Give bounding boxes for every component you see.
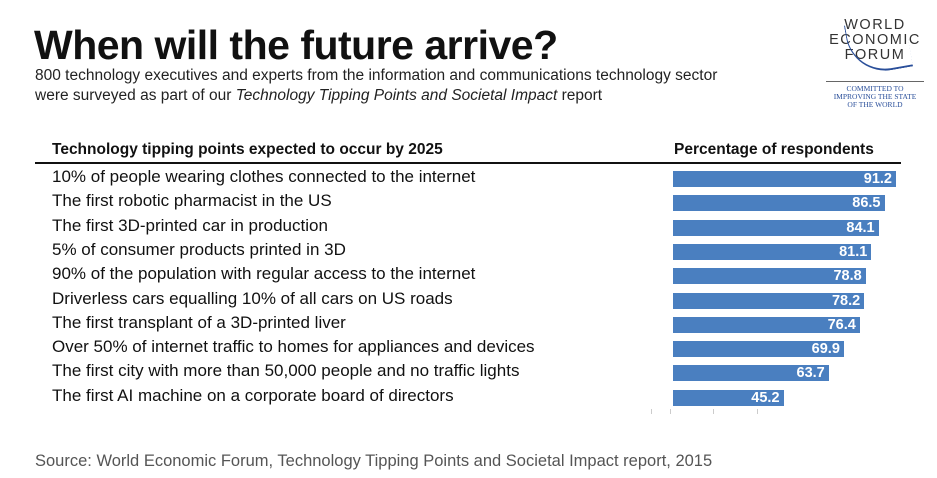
data-label: 45.2: [751, 389, 780, 406]
axis-tick: [757, 409, 758, 414]
tagline-line: OF THE WORLD: [847, 100, 903, 109]
data-label: 63.7: [796, 365, 825, 382]
logo-tagline: COMMITTED TO IMPROVING THE STATE OF THE …: [826, 81, 924, 109]
category-label: Driverless cars equalling 10% of all car…: [52, 288, 453, 308]
axis-tick: [713, 409, 714, 414]
axis-tick: [670, 409, 671, 414]
data-label: 91.2: [863, 171, 892, 187]
bar: 84.1: [673, 219, 879, 236]
logo-line: FORUM: [844, 47, 906, 63]
tagline-line: IMPROVING THE STATE: [833, 92, 917, 101]
subtitle-line-2: were surveyed as part of our Technology …: [35, 87, 602, 105]
report-name: Technology Tipping Points and Societal I…: [235, 87, 558, 104]
subtitle-prefix: were surveyed as part of our: [35, 87, 236, 104]
bar: 69.9: [673, 341, 844, 358]
logo-arc-icon: [843, 15, 914, 77]
bar: 91.2: [673, 171, 896, 187]
subtitle-suffix: report: [557, 87, 603, 104]
wef-logo: WORLD ECONOMIC FORUM COMMITTED TO IMPROV…: [820, 15, 930, 109]
category-label: The first transplant of a 3D-printed liv…: [52, 312, 346, 332]
bar: 63.7: [673, 365, 829, 382]
value-header: Percentage of respondents: [674, 141, 874, 158]
header-rule: [35, 162, 901, 164]
category-label: The first robotic pharmacist in the US: [52, 191, 332, 211]
category-label: The first city with more than 50,000 peo…: [52, 361, 520, 381]
data-label: 81.1: [839, 243, 868, 260]
data-label: 78.8: [833, 268, 862, 285]
bar: 78.2: [673, 292, 865, 309]
subtitle-line-1: 800 technology executives and experts fr…: [35, 67, 718, 84]
tagline-line: COMMITTED TO: [846, 84, 904, 93]
bar: 81.1: [673, 243, 872, 260]
chart-title: When will the future arrive?: [34, 22, 558, 68]
data-label: 84.1: [846, 219, 875, 236]
source-note: Source: World Economic Forum, Technology…: [35, 452, 713, 470]
category-header: Technology tipping points expected to oc…: [52, 141, 443, 158]
axis-tick: [651, 409, 652, 414]
bar: 45.2: [673, 389, 784, 406]
bar: 76.4: [673, 316, 860, 333]
category-label: The first 3D-printed car in production: [52, 215, 328, 235]
data-label: 69.9: [811, 341, 840, 358]
data-label: 86.5: [852, 195, 881, 212]
logo-line: WORLD: [844, 17, 906, 33]
data-label: 78.2: [831, 292, 861, 309]
category-label: 90% of the population with regular acces…: [52, 264, 476, 284]
data-label: 76.4: [827, 316, 856, 333]
category-label: Over 50% of internet traffic to homes fo…: [52, 337, 535, 357]
bar: 86.5: [673, 195, 885, 212]
logo-line: ECONOMIC: [829, 32, 921, 48]
category-label: 10% of people wearing clothes connected …: [52, 167, 476, 186]
category-label: The first AI machine on a corporate boar…: [52, 385, 454, 405]
bar: 78.8: [673, 268, 866, 285]
category-label: 5% of consumer products printed in 3D: [52, 239, 346, 259]
